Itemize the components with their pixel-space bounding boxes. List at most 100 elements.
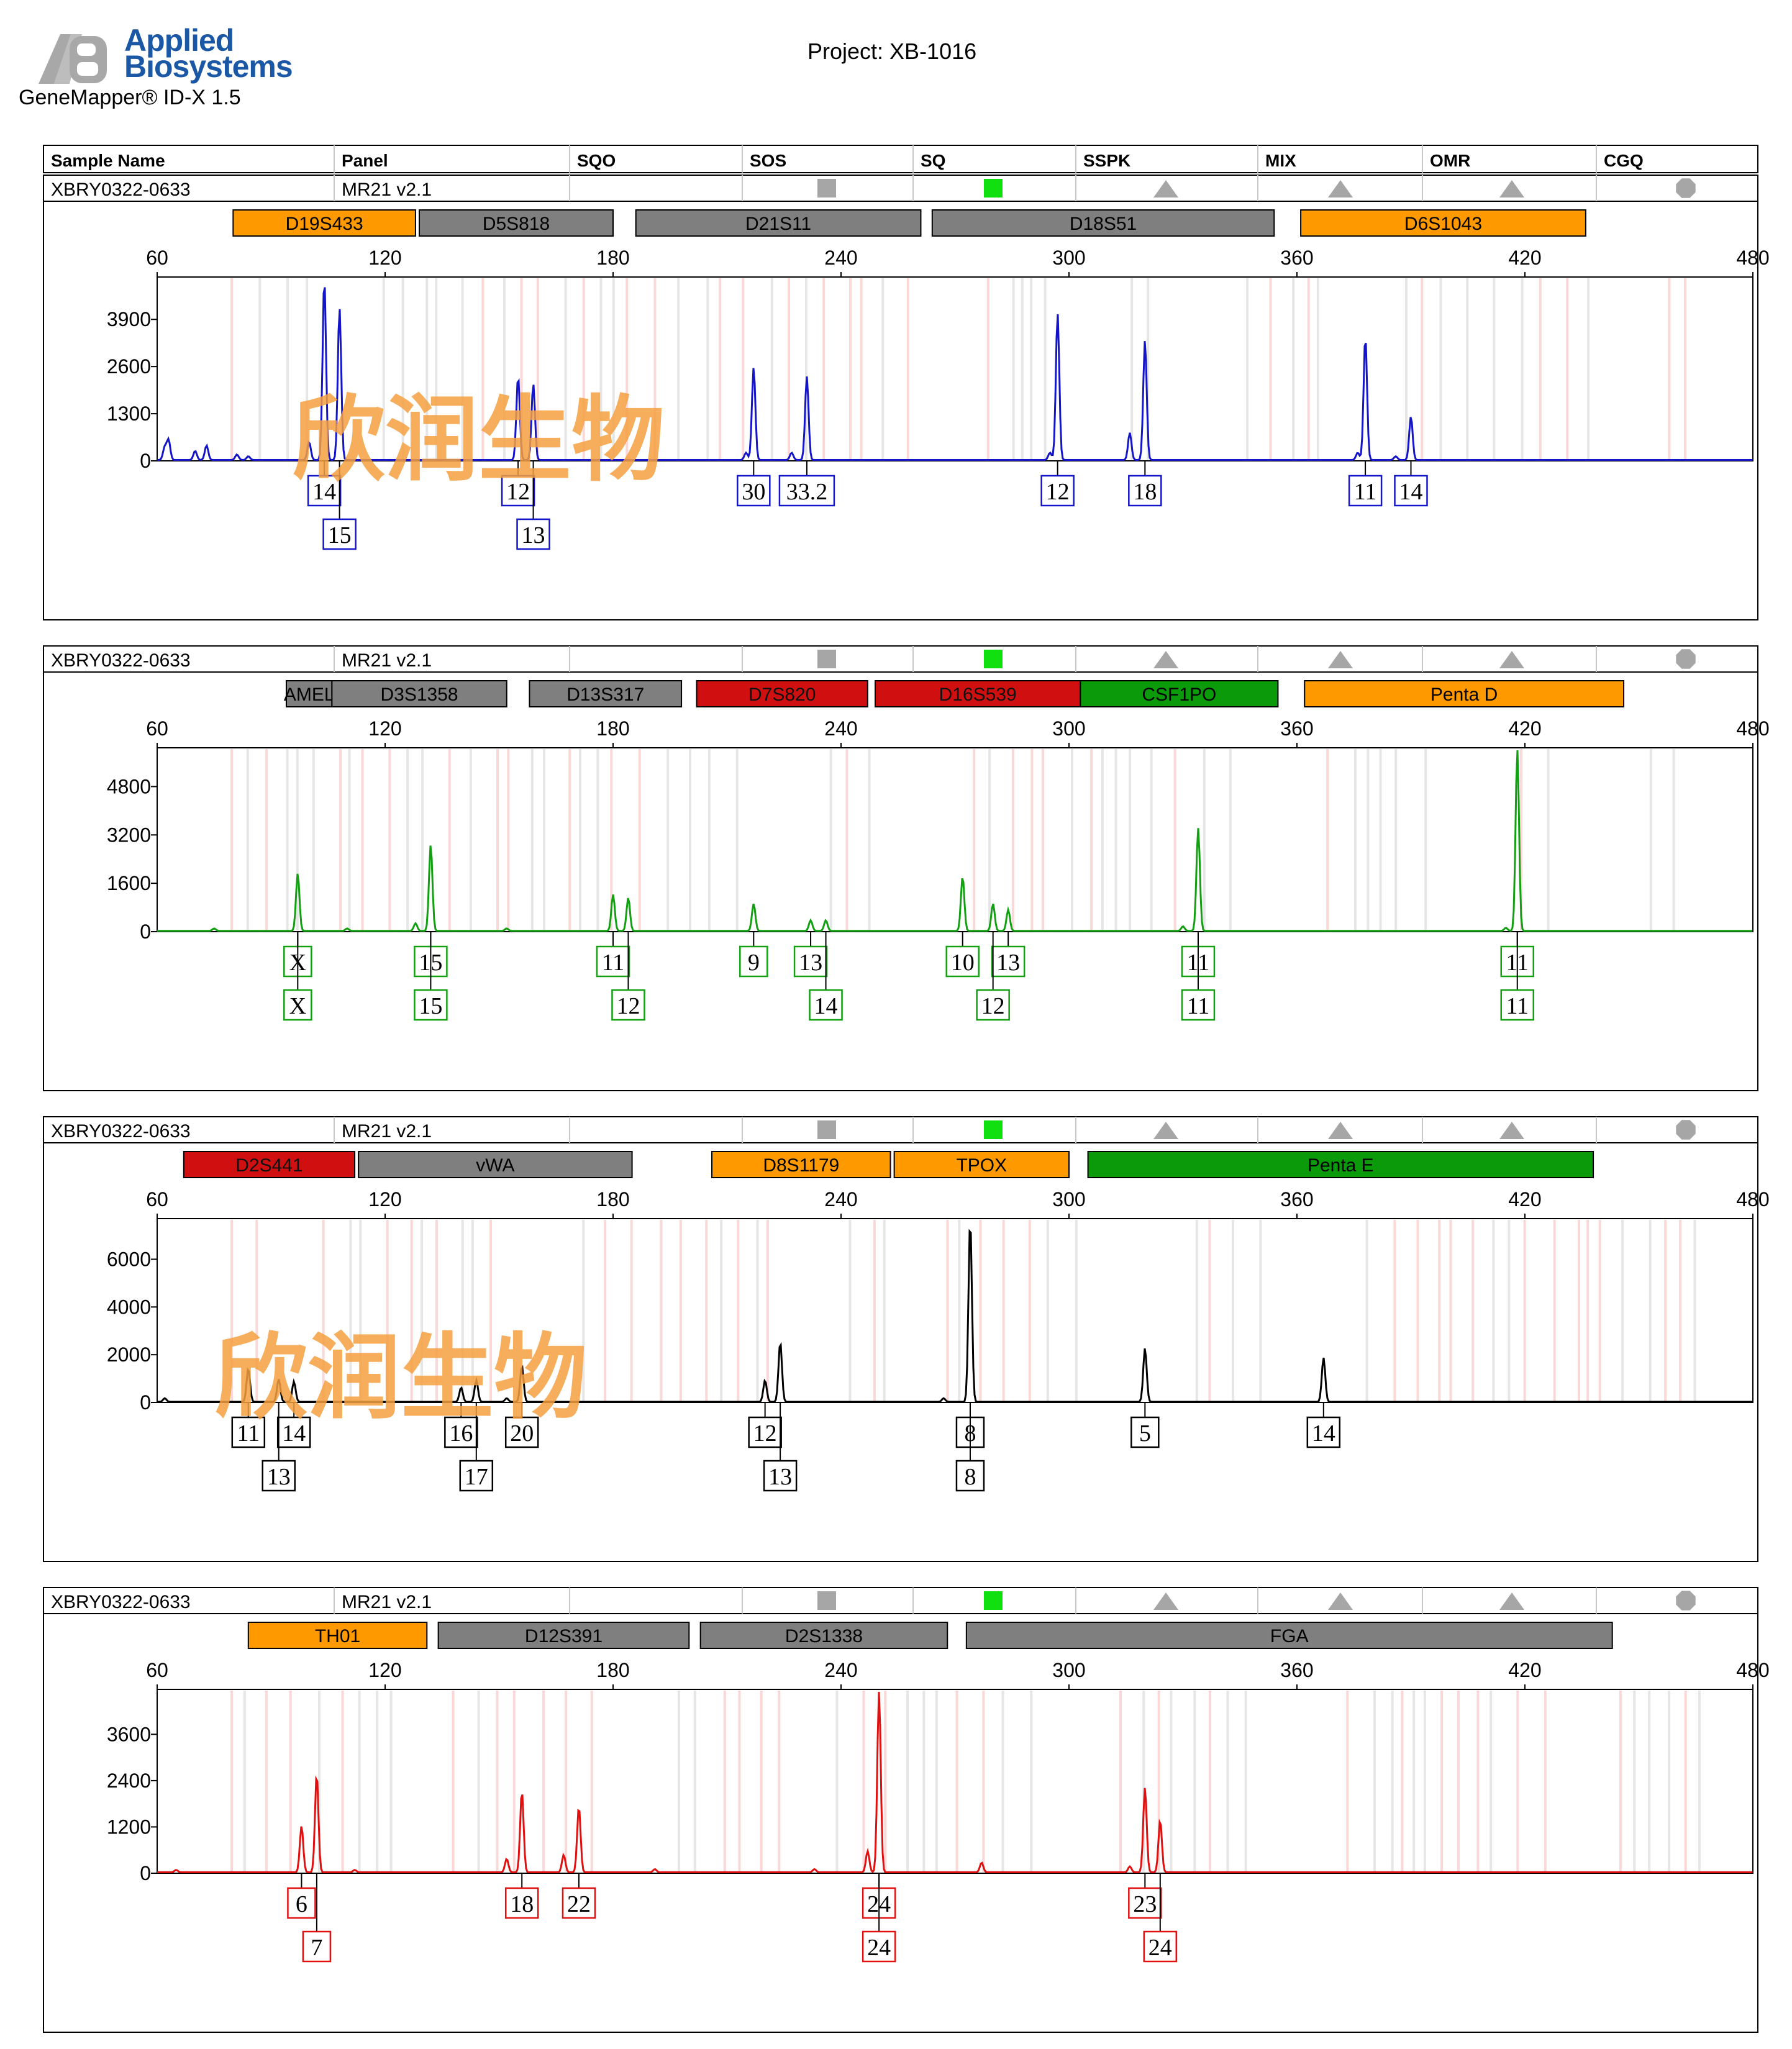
allele-call-box [1348, 475, 1383, 507]
allele-call-box [504, 1887, 539, 1919]
allele-call-label: 14 [1399, 479, 1423, 505]
allele-call-box [562, 1887, 596, 1919]
locus-marker-label: D12S391 [525, 1626, 603, 1647]
allele-call-label: 17 [465, 1464, 488, 1490]
allele-call-box [945, 945, 980, 978]
allele-call-label: 7 [311, 1935, 322, 1961]
locus-marker-label: D3S1358 [380, 684, 458, 705]
panel-name: MR21 v2.1 [342, 650, 432, 671]
y-tick-label: 3600 [107, 1723, 151, 1745]
locus-marker-label: D8S1179 [763, 1155, 839, 1176]
allele-call-box [1143, 1930, 1178, 1963]
x-tick-label: 360 [1280, 1659, 1313, 1681]
x-tick-label: 360 [1280, 1188, 1313, 1211]
x-tick-label: 120 [368, 1188, 401, 1211]
locus-marker-label: FGA [1270, 1626, 1309, 1647]
allele-call-box [501, 475, 535, 507]
sos-square-icon [817, 1591, 836, 1610]
locus-marker-bar [1300, 209, 1586, 237]
locus-marker-label: D6S1043 [1404, 214, 1482, 234]
allele-call-box [459, 1460, 494, 1492]
allele-call-label: 14 [282, 1420, 306, 1447]
y-tick-label: 2400 [107, 1770, 151, 1792]
allele-call-box [283, 989, 312, 1021]
y-tick-label: 1300 [107, 402, 151, 425]
y-tick-label: 1600 [107, 872, 151, 894]
x-tick-label: 480 [1736, 717, 1769, 740]
table-header: Sample Name Panel SQO SOS SQ SSPK MIX OMR CGQ [43, 145, 1758, 173]
x-tick-label: 60 [146, 1188, 168, 1211]
allele-call-label: 11 [1187, 993, 1210, 1019]
allele-call-label: 30 [742, 479, 765, 505]
allele-call-label: 5 [1139, 1420, 1151, 1447]
locus-marker-bar [696, 680, 868, 707]
allele-call-label: 14 [1312, 1420, 1335, 1447]
x-tick-label: 180 [596, 1188, 629, 1211]
allele-call-label: 13 [799, 950, 822, 976]
y-tick-label: 0 [140, 1391, 151, 1414]
plot-area [157, 276, 1753, 461]
allele-call-box [991, 945, 1026, 978]
watermark-text: 欣润生物 [214, 1325, 587, 1430]
allele-call-box [1500, 989, 1535, 1021]
allele-call-box [307, 475, 342, 507]
allele-call-box [862, 1930, 896, 1963]
locus-marker-bar [437, 1622, 690, 1649]
allele-call-label: 13 [768, 1464, 792, 1490]
y-tick-label: 0 [140, 920, 151, 943]
allele-call-box [1128, 475, 1162, 507]
locus-marker-label: D13S317 [566, 684, 644, 705]
allele-call-label: 18 [510, 1891, 534, 1917]
allele-call-box [763, 1460, 798, 1492]
mix-triangle-icon [1328, 1592, 1353, 1610]
locus-marker-bar [699, 1622, 948, 1649]
locus-marker-bar [965, 1622, 1613, 1649]
x-tick-label: 300 [1052, 1659, 1085, 1681]
brand-name: Applied Biosystems [124, 25, 293, 84]
y-tick-label: 3900 [107, 308, 151, 330]
x-tick-label: 60 [146, 247, 168, 269]
locus-marker-bar [358, 1151, 633, 1178]
mix-triangle-icon [1328, 1122, 1353, 1139]
allele-call-label: 15 [419, 993, 442, 1019]
y-tick-label: 4800 [107, 775, 151, 797]
locus-marker-label: D5S818 [483, 214, 550, 234]
x-tick-label: 120 [368, 1659, 401, 1681]
y-tick-label: 6000 [107, 1248, 151, 1270]
x-tick-label: 420 [1508, 1188, 1541, 1211]
signal-trace [157, 750, 1752, 932]
y-tick-label: 0 [140, 450, 151, 472]
sos-square-icon [817, 650, 836, 668]
x-tick-label: 120 [368, 717, 401, 740]
locus-marker-label: D16S539 [939, 684, 1017, 705]
electropherogram-panel-black: XBRY0322-0633 MR21 v2.1 D2S441 vWA D8S1179 TP… [43, 1116, 1770, 1562]
x-tick-label: 420 [1508, 247, 1541, 269]
x-tick-label: 360 [1280, 247, 1313, 269]
allele-call-label: 13 [522, 522, 545, 548]
locus-marker-label: D2S441 [235, 1155, 302, 1176]
locus-marker-bar [875, 680, 1081, 707]
allele-call-box [1181, 989, 1216, 1021]
allele-call-label: 24 [867, 1935, 891, 1961]
cgq-octagon-icon [1676, 178, 1696, 198]
x-tick-label: 300 [1052, 1188, 1085, 1211]
sspk-triangle-icon [1153, 1122, 1178, 1139]
locus-marker-label: CSF1PO [1142, 684, 1216, 705]
locus-marker-label: vWA [476, 1155, 514, 1176]
cgq-octagon-icon [1676, 1591, 1696, 1611]
allele-call-box [809, 989, 843, 1021]
allele-call-label: 8 [964, 1464, 976, 1490]
allele-call-box [748, 1416, 782, 1448]
sos-square-icon [817, 1120, 836, 1139]
brand-line-2: Biosystems [124, 49, 293, 84]
product-name: GeneMapper® ID-X 1.5 [19, 86, 241, 109]
x-tick-label: 180 [596, 717, 629, 740]
x-tick-label: 480 [1736, 1188, 1769, 1211]
sq-green-square-icon [984, 650, 1003, 668]
allele-call-box [1130, 1416, 1160, 1448]
allele-call-box [739, 945, 768, 978]
electropherogram-panel-red: XBRY0322-0633 MR21 v2.1 TH01 D12S391 D2S1338… [43, 1587, 1770, 2033]
allele-call-label: 33.2 [786, 479, 828, 505]
locus-marker-label: Penta E [1308, 1155, 1374, 1176]
omr-triangle-icon [1499, 1122, 1524, 1139]
